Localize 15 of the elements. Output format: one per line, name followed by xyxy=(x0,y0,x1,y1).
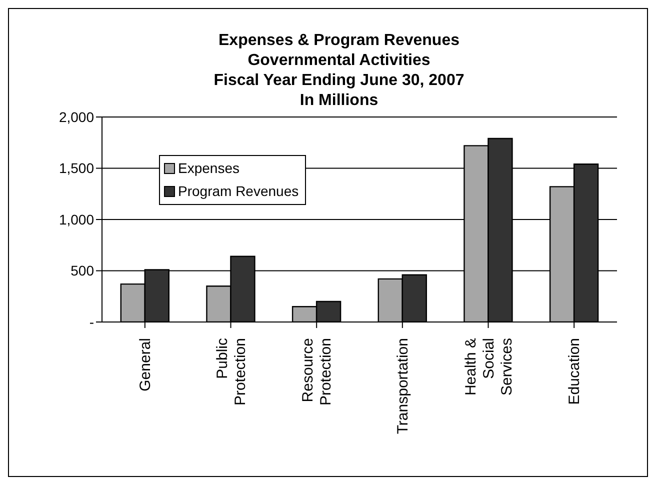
legend-label: Program Revenues xyxy=(178,182,299,201)
legend-label: Expenses xyxy=(178,159,240,178)
chart-title: Expenses & Program Revenues xyxy=(218,31,460,51)
chart-subtitle: Governmental Activities Fiscal Year Ending June 30, 2007 In Millions xyxy=(212,51,466,109)
y-tick-label: 500 xyxy=(70,262,94,279)
y-tick-label: 2,000 xyxy=(58,108,94,125)
y-tick-label: 1,000 xyxy=(58,211,94,228)
y-tick-label: 1,500 xyxy=(58,160,94,176)
x-tick-label: Education xyxy=(566,338,584,405)
x-tick-label: Public Protection xyxy=(214,338,249,406)
x-tick-label: General xyxy=(136,338,154,392)
x-tick-label: Resource Protection xyxy=(300,338,335,406)
y-tick-label: - xyxy=(89,314,94,330)
x-tick-label: Transportation xyxy=(394,338,412,434)
x-tick-label: Health & Social Services xyxy=(462,338,516,396)
